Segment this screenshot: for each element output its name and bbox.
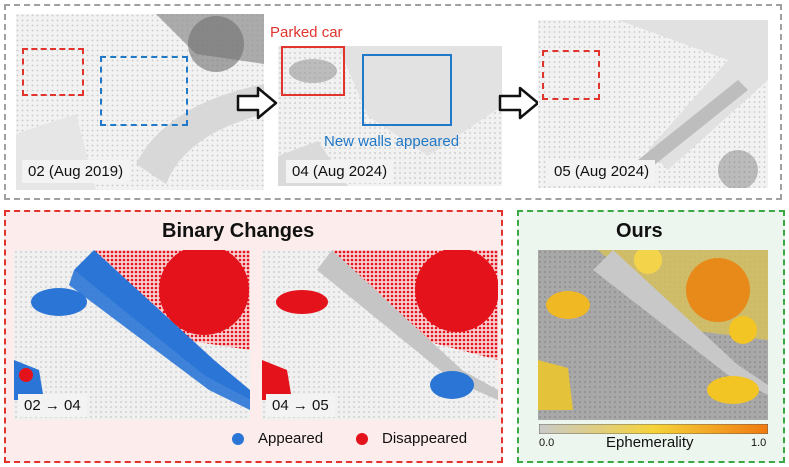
highlight-box-blue xyxy=(100,56,188,126)
binary-label-04-05: 04 → 05 xyxy=(266,394,335,417)
scan-04 xyxy=(278,46,502,186)
ephemerality-colorbar xyxy=(539,424,768,434)
appeared-legend-dot xyxy=(232,433,244,445)
disappeared-legend-dot xyxy=(356,433,368,445)
new-walls-annotation: New walls appeared xyxy=(324,133,460,150)
binary-map-02-04 xyxy=(14,250,250,420)
binary-label-02-04: 02 → 04 xyxy=(18,394,87,417)
parked-car-annotation: Parked car xyxy=(270,24,343,41)
binary-map-04-05 xyxy=(262,250,498,420)
binary-changes-title: Binary Changes xyxy=(162,220,315,242)
colorbar-title: Ephemerality xyxy=(606,434,694,451)
colorbar-max-label: 1.0 xyxy=(751,437,767,449)
frame-label-02: 02 (Aug 2019) xyxy=(22,160,130,183)
arrow-right-icon xyxy=(236,86,278,120)
new-walls-box xyxy=(362,54,452,126)
disappeared-legend-label: Disappeared xyxy=(382,430,468,447)
arrow-right-icon xyxy=(498,86,540,120)
parked-car-box xyxy=(281,46,345,96)
frame-label-05: 05 (Aug 2024) xyxy=(548,160,656,183)
ephemerality-map xyxy=(538,250,768,420)
appeared-legend-label: Appeared xyxy=(258,430,324,447)
ours-title: Ours xyxy=(616,220,663,242)
highlight-box-red xyxy=(542,50,600,100)
highlight-box-red xyxy=(22,48,84,96)
frame-label-04: 04 (Aug 2024) xyxy=(286,160,394,183)
colorbar-min-label: 0.0 xyxy=(539,437,555,449)
